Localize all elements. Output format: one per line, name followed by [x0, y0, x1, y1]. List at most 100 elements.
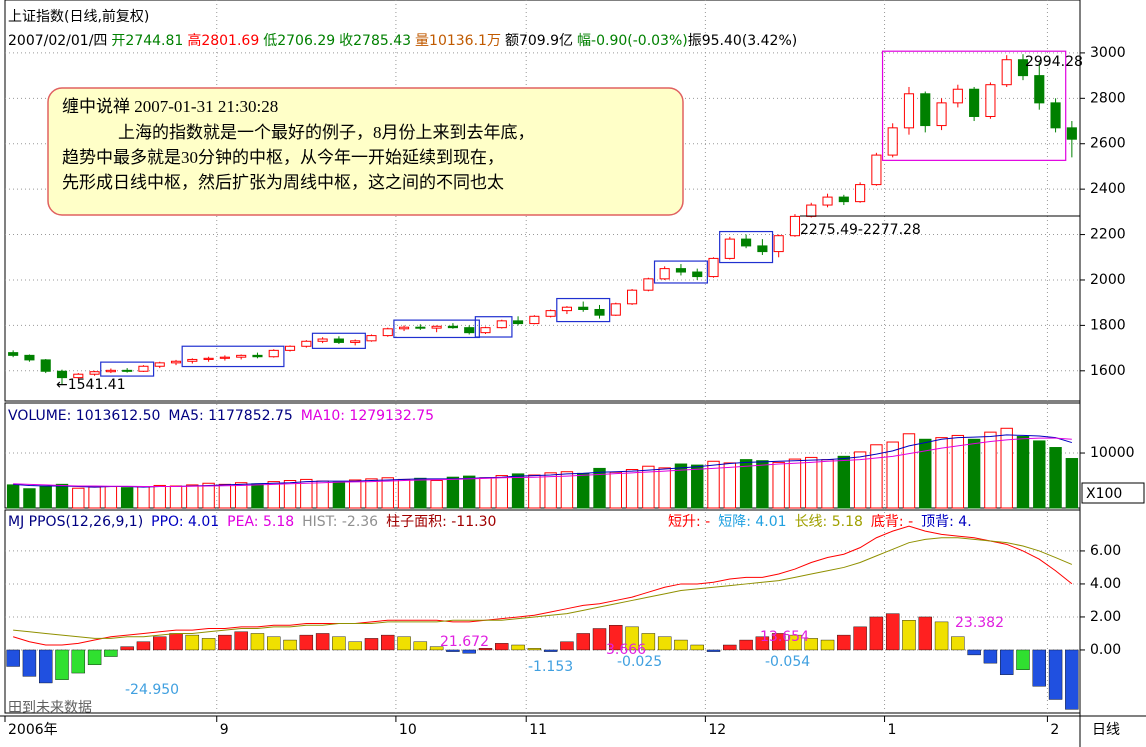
volume-bar [414, 477, 427, 509]
volume-bar [1033, 440, 1046, 509]
volume-bar [674, 463, 688, 509]
hist-bar [429, 646, 444, 651]
candle-body [40, 359, 51, 372]
hist-bar [576, 633, 590, 651]
volume-bar [788, 458, 802, 509]
hist-annotation: -1.153 [528, 659, 573, 675]
hist-annotation: 23.382 [955, 615, 1004, 631]
volume-bar [756, 460, 769, 509]
x-tick-label: 10 [399, 722, 417, 738]
hist-bar [104, 649, 118, 657]
y-tick-label: 3000 [1090, 45, 1126, 61]
candle-body [903, 93, 915, 129]
volume-bar [902, 433, 916, 509]
volume-bar [658, 467, 671, 509]
y-tick-label: 2600 [1090, 136, 1126, 152]
volume-bar [479, 477, 492, 509]
hist-bar [706, 649, 721, 652]
x-tick-label: 9 [220, 722, 229, 738]
volume-bar [23, 488, 36, 509]
candle-body [398, 326, 410, 330]
hist-bar [674, 639, 688, 651]
info-item: 2706.29 [277, 33, 335, 49]
hist-bar [934, 621, 949, 651]
volume-bar [381, 477, 394, 509]
candle-body [985, 84, 996, 117]
hist-bar [185, 634, 200, 651]
y-tick-label: 1600 [1090, 363, 1126, 379]
candle-body [350, 340, 361, 343]
candle-body [757, 245, 768, 253]
candle-body [789, 215, 801, 237]
y-tick-label: 2.00 [1090, 609, 1121, 625]
hist-bar [560, 641, 574, 651]
volume-bar [805, 456, 818, 509]
candle-body [675, 268, 687, 273]
volume-bar [495, 475, 508, 509]
candle-body [741, 238, 752, 247]
info-item: 低 [263, 33, 277, 49]
volume-bar [137, 486, 150, 509]
volume-bar [1065, 458, 1079, 509]
hist-bar [136, 641, 151, 651]
hist-bar [592, 628, 607, 651]
price-annotation: 2275.49-2277.28 [800, 222, 921, 238]
candle-body [513, 320, 524, 325]
candle-body [578, 306, 589, 310]
range-box [311, 332, 366, 349]
volume-bar [446, 476, 460, 509]
legend-item: 顶背: 4. [921, 514, 972, 530]
candle-body [871, 154, 882, 186]
volume-bar [544, 472, 557, 509]
volume-bar [72, 487, 85, 509]
volume-bar [951, 434, 965, 509]
hist-bar [609, 624, 623, 651]
volume-bar [88, 486, 101, 509]
note-box [47, 87, 684, 216]
volume-bar [202, 482, 215, 509]
hist-bar [641, 633, 656, 651]
hist-bar [625, 626, 639, 651]
y-tick-label: 10000 [1090, 445, 1135, 461]
range-box [100, 361, 155, 377]
hist-bar [1016, 649, 1030, 670]
note-line: 上海的指数就是一个最好的例子，8月份上来到去年底， [118, 123, 535, 142]
info-item: 收 [339, 33, 353, 49]
hist-bar [788, 634, 802, 651]
hist-bar [315, 633, 330, 651]
y-tick-label: 0.00 [1090, 642, 1121, 658]
volume-bar [283, 480, 297, 509]
legend-item: PPO: 4.01 [151, 514, 219, 530]
candle-body [936, 102, 947, 127]
hist-bar [55, 649, 69, 680]
x-tick-label: 11 [529, 722, 547, 738]
volume-bar [6, 484, 20, 509]
candle-body [920, 93, 931, 127]
candle-body [170, 360, 182, 364]
volume-bar [528, 474, 541, 509]
note-line: 趋势中最多就是30分钟的中枢，从今年一开始延续到现在， [62, 148, 504, 167]
hist-bar [397, 636, 411, 651]
info-item: 2744.81 [125, 33, 183, 49]
volume-bar [218, 483, 232, 509]
volume-bar [967, 438, 981, 509]
x-tick-label: 2 [1050, 722, 1059, 738]
candle-body [692, 271, 703, 278]
hist-bar [657, 636, 672, 651]
legend-item: HIST: -2.36 [302, 514, 378, 530]
price-annotation: ←1541.41 [56, 377, 126, 393]
hist-bar [478, 648, 493, 651]
hist-bar [283, 639, 297, 651]
volume-bar [153, 484, 166, 509]
volume-bar [234, 482, 248, 509]
volume-bar [430, 480, 443, 509]
volume-bar [609, 471, 622, 509]
candle-body [545, 310, 556, 317]
hist-bar [413, 641, 428, 651]
volume-bar [511, 473, 525, 509]
candle-body [1034, 75, 1045, 104]
candle-body [496, 320, 507, 329]
candle-body [1001, 59, 1012, 86]
info-item: 2801.69 [201, 33, 259, 49]
